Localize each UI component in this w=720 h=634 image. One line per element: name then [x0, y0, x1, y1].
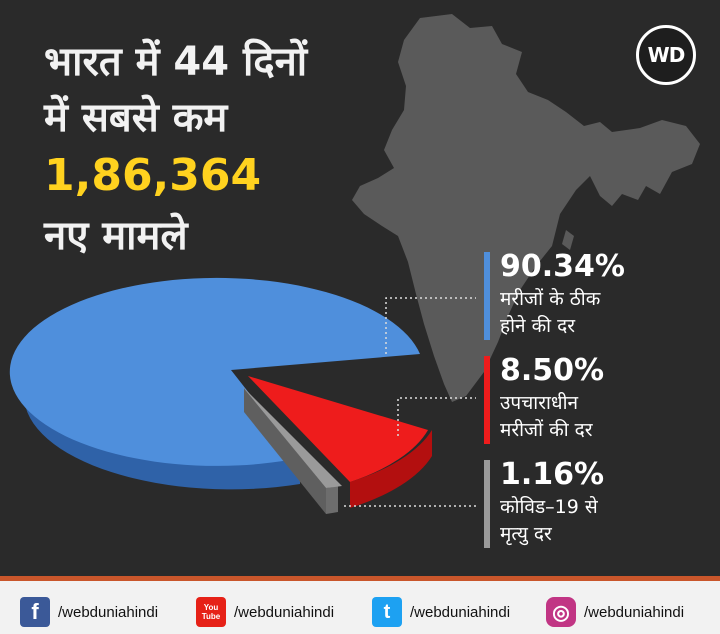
leader-line-recovery: [385, 297, 476, 354]
legend-active-desc-1: उपचाराधीन: [500, 392, 579, 414]
headline-line-4: नए मामले: [44, 213, 188, 259]
infographic: भारत में 44 दिनों में सबसे कम 1,86,364 न…: [9, 14, 700, 548]
facebook-link[interactable]: f /webduniahindi: [20, 597, 158, 627]
youtube-link[interactable]: You Tube /webduniahindi: [196, 597, 334, 627]
legend-recovery-desc-1: मरीजों के ठीक: [500, 288, 601, 310]
legend-bar-death: [484, 460, 490, 548]
legend-recovery-desc-2: होने की दर: [500, 315, 576, 337]
pie-slice-recovery: [9, 277, 421, 466]
legend-active-percent: 8.50%: [500, 353, 605, 388]
legend-death-percent: 1.16%: [500, 457, 605, 492]
pie-slice-active: [248, 376, 428, 482]
leader-line-active: [397, 397, 476, 436]
case-count: 1,86,364: [44, 150, 262, 201]
legend-bar-active: [484, 356, 490, 444]
pie-slice-death: [242, 386, 342, 488]
youtube-icon: You Tube: [196, 597, 226, 627]
facebook-icon: f: [20, 597, 50, 627]
twitter-handle: /webduniahindi: [410, 603, 511, 621]
legend-active-desc-2: मरीजों की दर: [500, 419, 593, 441]
pie-chart: [9, 277, 476, 514]
social-footer: f /webduniahindi You Tube /webduniahindi…: [0, 576, 720, 634]
wd-logo: WD: [636, 25, 696, 85]
headline: भारत में 44 दिनों में सबसे कम 1,86,364 न…: [44, 34, 307, 266]
india-map: [352, 14, 700, 402]
legend-death-desc-2: मृत्यु दर: [500, 523, 552, 545]
pie-slice-side-active: [350, 430, 432, 508]
twitter-icon: t: [372, 597, 402, 627]
legend-recovery-percent: 90.34%: [500, 249, 625, 284]
instagram-link[interactable]: ◎ /webduniahindi: [546, 597, 684, 627]
legend-bar-recovery: [484, 252, 490, 340]
pie-slice-side-death: [326, 486, 338, 514]
facebook-handle: /webduniahindi: [58, 603, 159, 621]
instagram-icon: ◎: [546, 597, 576, 627]
headline-line-2: में सबसे कम: [44, 95, 228, 141]
instagram-handle: /webduniahindi: [584, 603, 685, 621]
pie-slice-side-recovery: [24, 370, 300, 490]
legend-death-desc-1: कोविड–19 से: [500, 496, 598, 518]
twitter-link[interactable]: t /webduniahindi: [372, 597, 510, 627]
youtube-handle: /webduniahindi: [234, 603, 335, 621]
headline-line-1: भारत में 44 दिनों: [44, 39, 308, 85]
